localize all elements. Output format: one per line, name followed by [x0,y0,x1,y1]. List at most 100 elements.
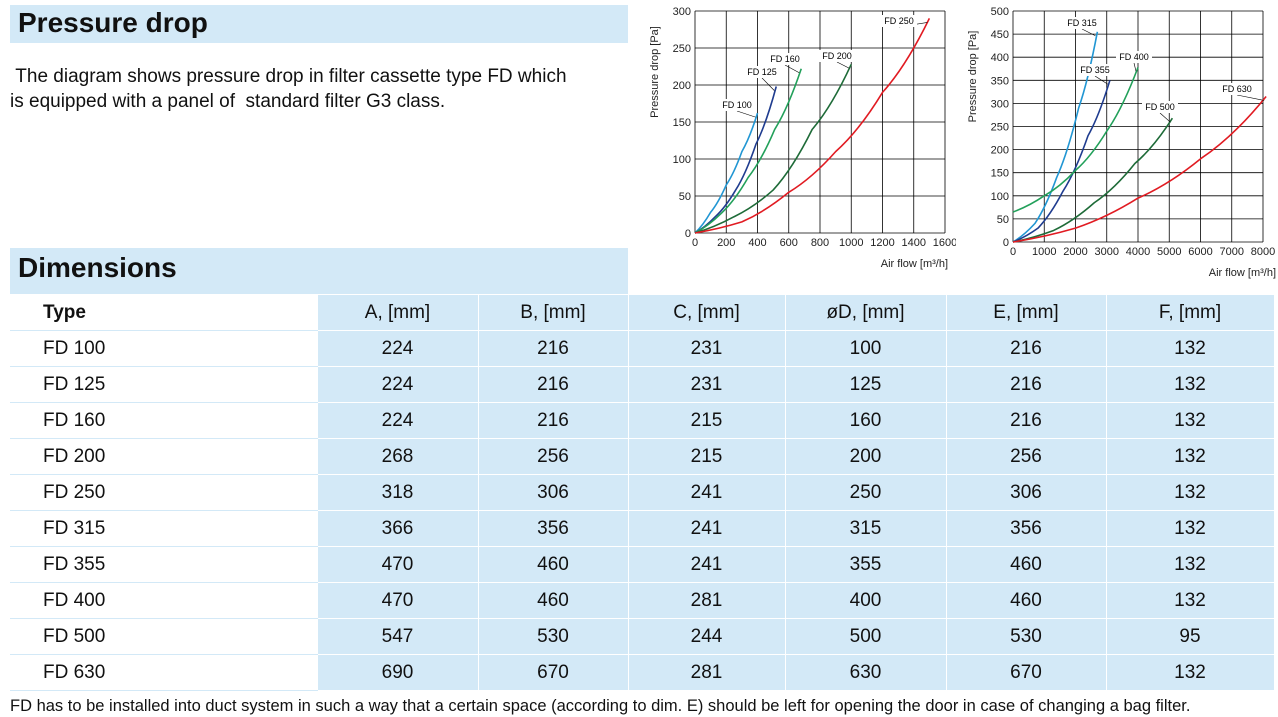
cell-type: FD 630 [10,654,318,691]
cell-e: 460 [946,546,1107,583]
y-tick-label: 300 [991,98,1009,110]
cell-c: 241 [628,474,786,511]
x-tick-label: 1400 [902,237,926,249]
y-tick-label: 300 [673,6,691,18]
cell-type: FD 200 [10,438,318,475]
column-header-c: C, [mm] [628,295,786,331]
y-tick-label: 400 [991,52,1009,64]
cell-d: 500 [785,618,947,655]
cell-b: 256 [478,438,629,475]
series-label-leader [736,110,756,118]
x-tick-label: 1000 [839,237,863,249]
x-tick-label: 8000 [1251,246,1275,258]
series-label: FD 200 [822,51,852,61]
x-tick-label: 600 [780,237,798,249]
y-tick-label: 500 [991,6,1009,18]
column-header-e: E, [mm] [946,295,1107,331]
cell-e: 670 [946,654,1107,691]
cell-a: 470 [317,582,479,619]
cell-f: 132 [1106,510,1275,547]
cell-c: 215 [628,402,786,439]
series-label-bg [881,15,917,27]
series-label-leader [761,77,775,91]
series-line-fd-355 [1012,80,1111,243]
table-row: FD 100 224 216 231 100 216 132 [10,330,1275,367]
cell-c: 244 [628,618,786,655]
cell-e: 216 [946,366,1107,403]
cell-b: 670 [478,654,629,691]
cell-e: 356 [946,510,1107,547]
cell-type: FD 125 [10,366,318,403]
y-tick-label: 150 [991,168,1009,180]
cell-f: 132 [1106,582,1275,619]
cell-a: 547 [317,618,479,655]
pressure-drop-chart-small: 0 200 400 600 800 1000 1200 1400 1600 0 50 100 150 20… [649,6,956,270]
y-tick-label: 200 [991,145,1009,157]
series-label-bg [1219,83,1255,95]
cell-f: 95 [1106,618,1275,655]
dimensions-table: Type A, [mm] B, [mm] C, [mm] øD, [mm] E,… [10,295,1275,691]
series-label: FD 160 [770,54,800,64]
x-tick-label: 1000 [1032,246,1056,258]
series-label: FD 355 [1080,65,1110,75]
x-tick-label: 800 [811,237,829,249]
x-tick-label: 2000 [1063,246,1087,258]
series-label-bg [1077,64,1113,76]
cell-c: 281 [628,654,786,691]
cell-a: 690 [317,654,479,691]
series-line-fd-315 [1012,31,1099,243]
series-line-fd-200 [694,63,852,234]
series-line-fd-630 [1012,95,1267,243]
x-tick-label: 200 [717,237,735,249]
table-row: FD 400 470 460 281 400 460 132 [10,582,1275,619]
series-label-bg [1142,101,1178,113]
series-line-fd-125 [694,86,778,234]
cell-d: 160 [785,402,947,439]
series-label-bg [1064,17,1100,29]
cell-a: 268 [317,438,479,475]
table-header-row: Type A, [mm] B, [mm] C, [mm] øD, [mm] E,… [10,295,1275,331]
x-tick-label: 400 [748,237,766,249]
cell-b: 460 [478,546,629,583]
y-tick-label: 250 [673,43,691,55]
x-tick-label: 1200 [870,237,894,249]
x-tick-label: 0 [1010,246,1016,258]
y-tick-label: 200 [673,80,691,92]
series-label-bg [819,50,855,62]
y-tick-label: 150 [673,117,691,129]
cell-type: FD 100 [10,330,318,367]
cell-b: 216 [478,402,629,439]
intro-text: The diagram shows pressure drop in filte… [10,66,567,112]
cell-f: 132 [1106,474,1275,511]
cell-type: FD 160 [10,402,318,439]
cell-d: 355 [785,546,947,583]
cell-d: 630 [785,654,947,691]
series-label-bg [1116,51,1152,63]
pressure-drop-chart-large: 0 1000 2000 3000 4000 5000 6000 7000 8000 0 50 100 1… [967,6,1276,279]
series-line-fd-250 [694,18,931,234]
cell-type: FD 250 [10,474,318,511]
table-row: FD 630 690 670 281 630 670 132 [10,654,1275,691]
series-label-leader [1094,75,1109,85]
series-label: FD 630 [1222,84,1252,94]
x-tick-label: 6000 [1188,246,1212,258]
cell-f: 132 [1106,546,1275,583]
column-header-b: B, [mm] [478,295,629,331]
cell-type: FD 355 [10,546,318,583]
series-line-fd-500 [1012,117,1174,243]
cell-c: 281 [628,582,786,619]
cell-d: 100 [785,330,947,367]
column-header-d: øD, [mm] [785,295,947,331]
series-label-leader [836,61,850,69]
y-axis-label: Pressure drop [Pa] [649,26,661,118]
x-axis-label: Air flow [m³/h] [881,258,948,270]
cell-d: 400 [785,582,947,619]
y-tick-label: 250 [991,122,1009,134]
cell-d: 315 [785,510,947,547]
cell-d: 200 [785,438,947,475]
cell-f: 132 [1106,654,1275,691]
pressure-drop-title: Pressure drop [10,5,628,43]
cell-e: 460 [946,582,1107,619]
cell-e: 256 [946,438,1107,475]
cell-d: 125 [785,366,947,403]
